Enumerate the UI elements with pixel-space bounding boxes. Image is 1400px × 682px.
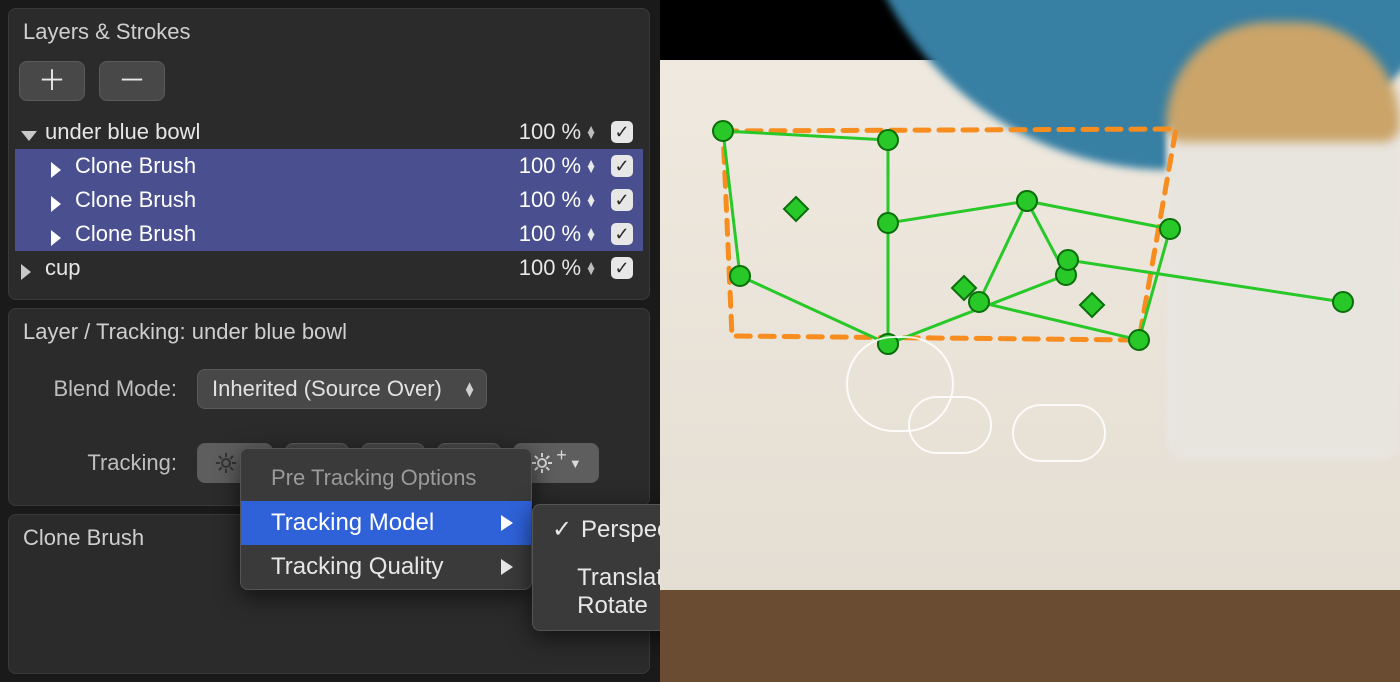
- layer-buttons: ＋ －: [9, 55, 649, 115]
- layer-visible-checkbox[interactable]: ✓: [611, 189, 633, 211]
- tracking-label: Tracking:: [27, 450, 177, 476]
- opacity-stepper-icon[interactable]: ▲▼: [585, 262, 597, 274]
- chevron-down-icon: ▼: [569, 456, 582, 471]
- layer-label: Clone Brush: [75, 221, 519, 247]
- layer-row[interactable]: Clone Brush100 % ▲▼ ✓: [15, 149, 643, 183]
- tracker-center-handle[interactable]: [1080, 293, 1104, 317]
- plus-icon: ＋: [38, 67, 66, 95]
- menu-item-label: Tracking Quality: [271, 553, 444, 581]
- opacity-stepper-icon[interactable]: ▲▼: [585, 126, 597, 138]
- opacity-stepper-icon[interactable]: ▲▼: [585, 228, 597, 240]
- layer-label: under blue bowl: [45, 119, 519, 145]
- layer-visible-checkbox[interactable]: ✓: [611, 257, 633, 279]
- layer-row[interactable]: under blue bowl100 % ▲▼ ✓: [15, 115, 643, 149]
- blend-mode-value: Inherited (Source Over): [212, 376, 442, 402]
- tracker-point[interactable]: [1129, 330, 1149, 350]
- minus-icon: －: [118, 67, 146, 95]
- viewport[interactable]: [660, 0, 1400, 682]
- layer-opacity-value[interactable]: 100 %: [519, 221, 581, 247]
- remove-layer-button[interactable]: －: [99, 61, 165, 101]
- plus-superscript-icon: +: [556, 445, 567, 466]
- brush-outline: [1012, 404, 1106, 462]
- disclosure-down-icon[interactable]: [21, 124, 37, 140]
- layers-strokes-panel: Layers & Strokes ＋ － under blue bowl100 …: [8, 8, 650, 300]
- layer-tree[interactable]: under blue bowl100 %▲▼✓Clone Brush100 %▲…: [15, 115, 643, 285]
- layer-label: cup: [45, 255, 519, 281]
- tracker-point[interactable]: [713, 121, 733, 141]
- app-root: Layers & Strokes ＋ － under blue bowl100 …: [0, 0, 1400, 682]
- disclosure-right-icon[interactable]: [21, 260, 37, 276]
- tracker-point[interactable]: [878, 130, 898, 150]
- tracker-point[interactable]: [1160, 219, 1180, 239]
- viewport-overlay: [660, 0, 1400, 682]
- layer-opacity-value[interactable]: 100 %: [519, 187, 581, 213]
- layers-body: ＋ － under blue bowl100 %▲▼✓Clone Brush10…: [9, 55, 649, 299]
- layer-label: Clone Brush: [75, 153, 519, 179]
- gear-plus-icon: [530, 451, 554, 475]
- tracker-overlay[interactable]: [660, 0, 1400, 682]
- brush-outline: [908, 396, 992, 454]
- tracker-point[interactable]: [878, 213, 898, 233]
- tracker-point[interactable]: [1333, 292, 1353, 312]
- submenu-arrow-icon: [501, 515, 513, 531]
- layer-visible-checkbox[interactable]: ✓: [611, 155, 633, 177]
- gear-icon: [214, 451, 238, 475]
- disclosure-right-icon[interactable]: [51, 226, 67, 242]
- opacity-stepper-icon[interactable]: ▲▼: [585, 160, 597, 172]
- tracker-center-handle[interactable]: [784, 197, 808, 221]
- pre-tracking-options-menu[interactable]: Pre Tracking Options Tracking ModelTrack…: [240, 448, 532, 590]
- tracker-point[interactable]: [969, 292, 989, 312]
- disclosure-right-icon[interactable]: [51, 192, 67, 208]
- tracker-frame[interactable]: [723, 131, 888, 344]
- checkmark-icon: ✓: [549, 515, 575, 544]
- tracker-point[interactable]: [730, 266, 750, 286]
- layer-row[interactable]: cup100 % ▲▼ ✓: [15, 251, 643, 285]
- layer-opacity-value[interactable]: 100 %: [519, 255, 581, 281]
- layer-opacity-value[interactable]: 100 %: [519, 119, 581, 145]
- menu-item[interactable]: Tracking Quality: [241, 545, 531, 589]
- layer-row[interactable]: Clone Brush100 % ▲▼ ✓: [15, 183, 643, 217]
- layer-tracking-title: Layer / Tracking: under blue bowl: [9, 309, 649, 355]
- layer-opacity-value[interactable]: 100 %: [519, 153, 581, 179]
- select-stepper-icon: ▲▼: [463, 382, 476, 396]
- tracker-line[interactable]: [1068, 260, 1343, 302]
- blend-row: Blend Mode: Inherited (Source Over) ▲▼: [9, 355, 649, 409]
- tracker-frame[interactable]: [888, 201, 1066, 344]
- blend-mode-select[interactable]: Inherited (Source Over) ▲▼: [197, 369, 487, 409]
- layer-visible-checkbox[interactable]: ✓: [611, 121, 633, 143]
- submenu-arrow-icon: [501, 559, 513, 575]
- layer-visible-checkbox[interactable]: ✓: [611, 223, 633, 245]
- layers-strokes-title: Layers & Strokes: [9, 9, 649, 55]
- tracker-point[interactable]: [1058, 250, 1078, 270]
- layer-label: Clone Brush: [75, 187, 519, 213]
- blend-mode-label: Blend Mode:: [27, 376, 177, 402]
- layer-row[interactable]: Clone Brush100 % ▲▼ ✓: [15, 217, 643, 251]
- tracker-point[interactable]: [1017, 191, 1037, 211]
- opacity-stepper-icon[interactable]: ▲▼: [585, 194, 597, 206]
- menu-item-label: Tracking Model: [271, 509, 434, 537]
- add-layer-button[interactable]: ＋: [19, 61, 85, 101]
- menu-item[interactable]: Tracking Model: [241, 501, 531, 545]
- menu-title: Pre Tracking Options: [241, 449, 531, 501]
- tracker-bounds[interactable]: [723, 129, 1176, 340]
- menu-items: Tracking Model Tracking Quality: [241, 501, 531, 589]
- disclosure-right-icon[interactable]: [51, 158, 67, 174]
